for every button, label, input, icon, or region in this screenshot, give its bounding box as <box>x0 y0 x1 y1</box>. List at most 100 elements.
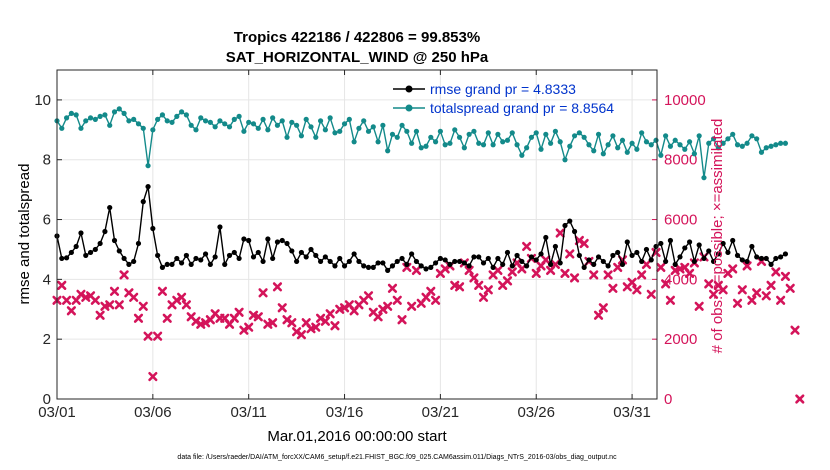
data-file-footnote: data file: /Users/raeder/DAI/ATM_forcXX/… <box>177 454 617 461</box>
rmse-point <box>509 263 515 269</box>
obs-point <box>272 282 283 292</box>
obs-point <box>109 286 120 296</box>
rmse-point <box>375 260 381 266</box>
obs-point <box>320 316 330 326</box>
totalspread-point <box>495 131 501 137</box>
rmse-point <box>346 258 352 265</box>
rmse-point <box>179 260 185 266</box>
totalspread-point <box>370 124 376 130</box>
totalspread-point <box>442 142 448 148</box>
rmse-point <box>236 255 242 262</box>
rmse-point <box>308 246 314 253</box>
obs-point <box>589 270 599 280</box>
rmse-point <box>341 263 348 269</box>
rmse-point <box>471 254 477 260</box>
totalspread-point <box>437 128 443 134</box>
obs-point <box>728 264 738 274</box>
totalspread-point <box>730 131 736 137</box>
obs-point <box>550 259 561 270</box>
rmse-point <box>710 258 717 265</box>
obs-point <box>61 295 72 305</box>
rmse-point <box>317 258 324 265</box>
totalspread-point <box>116 106 122 112</box>
rmse-point <box>773 255 779 262</box>
rmse-point <box>524 263 530 269</box>
obs-point <box>718 285 728 295</box>
totalspread-point <box>409 140 415 146</box>
y-tick-label-left: 8 <box>43 152 51 169</box>
obs-point <box>598 303 608 313</box>
totalspread-point <box>169 119 175 125</box>
obs-point <box>627 277 637 287</box>
rmse-point <box>59 255 65 262</box>
rmse-point <box>255 249 261 256</box>
obs-point <box>522 241 532 252</box>
totalspread-point <box>404 128 410 134</box>
obs-point <box>704 279 714 289</box>
obs-point <box>608 283 618 293</box>
totalspread-point <box>490 142 496 148</box>
obs-point <box>277 303 287 313</box>
totalspread-point <box>715 145 721 151</box>
rmse-point <box>322 254 328 260</box>
rmse-point <box>270 255 276 262</box>
totalspread-point <box>246 119 252 125</box>
totalspread-point <box>720 140 726 146</box>
obs-point <box>747 295 757 305</box>
totalspread-point <box>557 139 563 145</box>
rmse-point <box>409 251 415 257</box>
totalspread-point <box>380 122 386 128</box>
obs-point <box>296 330 307 340</box>
rmse-point <box>87 249 94 256</box>
totalspread-point <box>480 142 487 148</box>
rmse-point <box>212 254 218 260</box>
rmse-point <box>193 255 199 262</box>
totalspread-point <box>87 115 94 121</box>
totalspread-point <box>663 133 669 139</box>
obs-point <box>129 292 139 302</box>
totalspread-point <box>504 137 511 143</box>
rmse-point <box>265 236 271 242</box>
rmse-point <box>284 240 290 247</box>
rmse-point <box>274 239 281 245</box>
x-tick-label: 03/06 <box>134 404 172 421</box>
legend: rmse grand pr = 4.8333 totalspread grand… <box>393 81 614 116</box>
y-tick-label-right: 10000 <box>664 92 706 109</box>
totalspread-point <box>226 124 233 130</box>
obs-point <box>469 273 479 283</box>
rmse-point <box>380 260 386 266</box>
rmse-point <box>418 263 424 269</box>
totalspread-point <box>677 142 683 148</box>
totalspread-point <box>202 118 209 124</box>
totalspread-point <box>667 143 674 149</box>
rmse-point <box>92 246 98 253</box>
y-tick-label-left: 4 <box>43 271 51 288</box>
totalspread-point <box>634 146 640 152</box>
totalspread-point <box>763 145 769 151</box>
obs-point <box>483 285 493 295</box>
totalspread-point <box>691 151 697 157</box>
rmse-point <box>562 222 568 229</box>
rmse-point <box>188 261 194 268</box>
rmse-point <box>423 266 429 272</box>
rmse-point <box>466 263 472 269</box>
rmse-point <box>538 251 544 257</box>
rmse-point <box>107 204 113 211</box>
rmse-point <box>461 260 467 266</box>
totalspread-point <box>322 127 328 133</box>
rmse-point <box>548 261 554 268</box>
totalspread-point <box>456 134 463 140</box>
obs-point <box>603 270 613 280</box>
rmse-point <box>629 252 635 259</box>
obs-point <box>776 295 786 305</box>
obs-point <box>57 280 67 290</box>
totalspread-point <box>159 112 166 118</box>
y-tick-label-left: 2 <box>43 331 51 348</box>
totalspread-point <box>135 121 142 127</box>
obs-point <box>517 264 527 274</box>
rmse-point <box>159 264 166 270</box>
y-tick-label-right: 2000 <box>664 331 697 348</box>
rmse-point <box>78 230 84 236</box>
rmse-point <box>658 240 664 247</box>
obs-point <box>555 228 565 238</box>
